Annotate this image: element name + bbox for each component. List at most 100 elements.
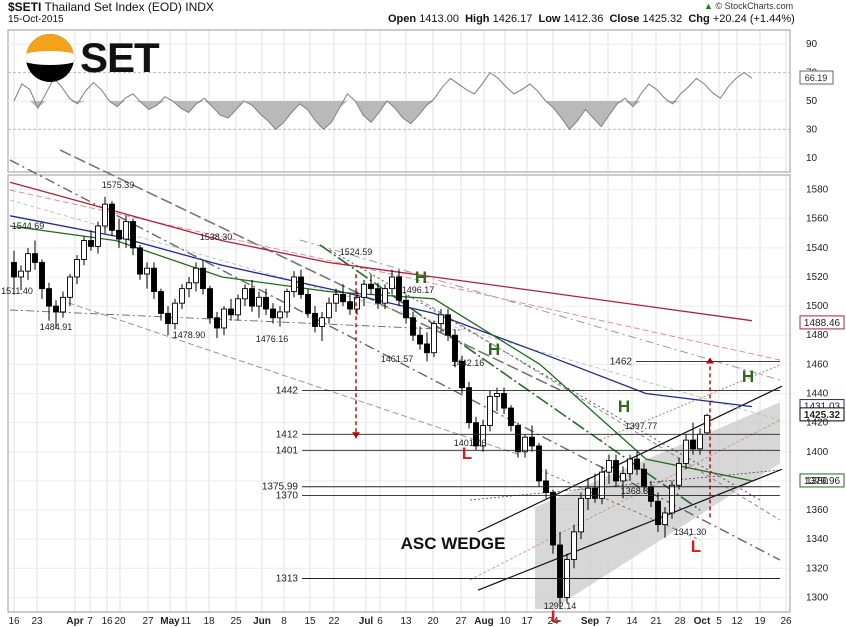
x-tick-label: 25 — [230, 616, 242, 627]
candle-body — [291, 276, 297, 292]
x-tick-label: 18 — [203, 616, 215, 627]
price-point-label: 1478.90 — [173, 330, 206, 340]
candle-body — [186, 282, 192, 290]
set-logo-icon — [26, 34, 74, 82]
x-tick-label: 17 — [521, 616, 533, 627]
candle-body — [305, 293, 311, 314]
x-tick-label: Jun — [253, 616, 271, 627]
candle-body — [214, 317, 220, 329]
candle-body — [207, 288, 213, 319]
head-marker-H: H — [488, 340, 500, 359]
candle-body — [158, 291, 164, 314]
x-tick-label: 12 — [731, 616, 743, 627]
candle-body — [67, 276, 73, 298]
rsi-value-badge — [799, 70, 834, 85]
level-label: 1370 — [276, 490, 299, 501]
x-tick-label: 24 — [547, 616, 559, 627]
moving-average-line — [9, 181, 753, 322]
candle-body — [18, 270, 24, 278]
x-tick-label: 19 — [754, 616, 766, 627]
candle-body — [326, 302, 332, 319]
trend-line — [9, 309, 461, 331]
price-point-label: 1538.30 — [200, 232, 233, 242]
price-tick-label: 1320 — [806, 563, 829, 574]
candle-body — [459, 361, 465, 389]
price-point-label: 1476.16 — [256, 334, 289, 344]
candle-body — [256, 296, 262, 307]
measured-move-arrow-up-head — [706, 357, 714, 364]
trend-line — [469, 419, 781, 581]
candle-body — [340, 293, 346, 303]
candle-body — [424, 343, 430, 354]
candle-body — [102, 203, 108, 227]
logo-text: SET — [80, 34, 160, 81]
candle-body — [536, 445, 542, 482]
candle-body — [389, 276, 395, 290]
candle-body — [606, 460, 612, 473]
candle-body — [109, 203, 115, 231]
candle-body — [39, 261, 45, 290]
date-axis: 16 23 Apr 7 16 20 27 May 11 18 25 Jun 8 15 22 Jul 6 13 20 2… — [8, 616, 792, 627]
x-tick-label: 6 — [377, 616, 383, 627]
candle-body — [382, 288, 388, 304]
candle-body — [312, 312, 318, 327]
price-tick-label: 1340 — [806, 534, 829, 545]
candle-body — [137, 247, 143, 275]
right-value-badge — [799, 407, 845, 422]
open-label: Open — [388, 13, 417, 25]
candle-body — [172, 302, 178, 325]
candle-body — [368, 283, 374, 290]
right-value-label: 1488.46 — [804, 318, 841, 329]
candle-body — [417, 334, 423, 345]
rsi-fill — [14, 101, 752, 130]
chg-value: +20.24 (+1.44%) — [712, 13, 795, 25]
close-label: Close — [609, 13, 640, 25]
x-tick-label: 28 — [674, 616, 686, 627]
trend-line — [9, 189, 781, 361]
x-tick-label: 26 — [780, 616, 792, 627]
candle-body — [557, 544, 563, 598]
candle-body — [375, 288, 381, 304]
candle-body — [165, 312, 171, 325]
price-tick-label: 1460 — [806, 359, 829, 370]
x-tick-label: 20 — [427, 616, 439, 627]
price-point-label: 1484.91 — [40, 322, 73, 332]
price-axis: 1300 1320 1340 1360 1380 1400 1420 1440 1460 1480… — [806, 185, 829, 604]
candle-body — [515, 425, 521, 453]
rsi-tick-label: 30 — [806, 124, 818, 135]
candle-body — [466, 387, 472, 424]
right-value-badge — [799, 473, 845, 488]
x-tick-label: 27 — [142, 616, 154, 627]
candle-body — [403, 299, 409, 319]
x-tick-label: May — [160, 616, 180, 627]
x-tick-label: Jul — [359, 616, 374, 627]
level-label: 1462 — [610, 356, 633, 367]
candle-body — [95, 225, 101, 247]
candle-body — [655, 500, 661, 526]
candle-body — [683, 439, 689, 464]
candle-body — [620, 473, 626, 482]
x-tick-label: 27 — [455, 616, 467, 627]
candle-body — [221, 308, 227, 329]
trend-lines — [9, 149, 781, 581]
candle-body — [25, 253, 31, 272]
trend-line — [419, 299, 781, 521]
candle-body — [585, 487, 591, 499]
candle-body — [235, 298, 241, 316]
candle-body — [522, 436, 528, 453]
candle-body — [641, 468, 647, 488]
price-tick-label: 1360 — [806, 505, 829, 516]
candle-body — [690, 439, 696, 450]
wedge-annotation: ASC WEDGE — [401, 534, 506, 553]
low-marker-L: L — [462, 444, 472, 463]
rsi-tick-label: 10 — [806, 153, 818, 164]
candle-body — [11, 261, 17, 278]
right-value-label: 1379.96 — [804, 476, 841, 487]
head-marker-H: H — [618, 397, 630, 416]
candle-body — [347, 301, 353, 310]
x-tick-label: 16 — [101, 616, 113, 627]
candle-body — [333, 293, 339, 304]
close-value: 1425.32 — [642, 13, 683, 25]
candle-body — [592, 487, 598, 499]
price-point-label: 1511.40 — [1, 286, 33, 296]
